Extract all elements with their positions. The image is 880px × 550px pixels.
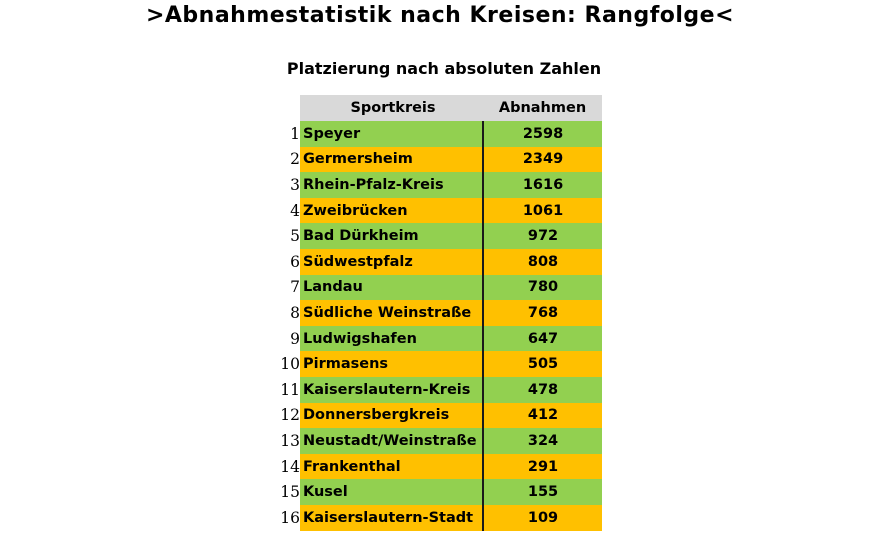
rank-cell: 4 xyxy=(278,197,300,224)
rank-cell: 13 xyxy=(278,428,300,454)
table-row: 3 Rhein-Pfalz-Kreis 1616 xyxy=(278,172,602,198)
header-sportkreis: Sportkreis xyxy=(300,95,483,121)
abnahmen-cell: 1061 xyxy=(483,197,602,224)
abnahmen-cell: 768 xyxy=(483,300,602,326)
sportkreis-cell: Neustadt/Weinstraße xyxy=(300,428,484,454)
ranking-table: Sportkreis Abnahmen 1 Speyer 2598 2 Germersh… xyxy=(278,95,602,531)
table-row: 2 Germersheim 2349 xyxy=(278,146,602,173)
sportkreis-cell: Germersheim xyxy=(300,146,484,173)
sportkreis-cell: Frankenthal xyxy=(300,453,484,480)
sportkreis-cell: Donnersbergkreis xyxy=(300,402,484,429)
header-rank-spacer xyxy=(278,95,300,121)
sportkreis-cell: Pirmasens xyxy=(300,351,484,377)
sportkreis-cell: Rhein-Pfalz-Kreis xyxy=(300,172,484,198)
rank-cell: 10 xyxy=(278,351,300,377)
sportkreis-cell: Bad Dürkheim xyxy=(300,223,484,249)
table-header-row: Sportkreis Abnahmen xyxy=(278,95,602,121)
abnahmen-cell: 2349 xyxy=(483,146,602,173)
table-subtitle: Platzierung nach absoluten Zahlen xyxy=(286,59,602,78)
abnahmen-cell: 1616 xyxy=(483,172,602,198)
table-row: 6 Südwestpfalz 808 xyxy=(278,248,602,275)
rank-cell: 16 xyxy=(278,504,300,531)
header-abnahmen: Abnahmen xyxy=(483,95,602,121)
sportkreis-cell: Südliche Weinstraße xyxy=(300,300,484,326)
sportkreis-cell: Südwestpfalz xyxy=(300,248,484,275)
abnahmen-cell: 109 xyxy=(483,504,602,531)
sportkreis-cell: Landau xyxy=(300,274,484,301)
abnahmen-cell: 647 xyxy=(483,325,602,352)
rank-cell: 6 xyxy=(278,248,300,275)
table-row: 8 Südliche Weinstraße 768 xyxy=(278,300,602,326)
rank-cell: 15 xyxy=(278,479,300,505)
rank-cell: 11 xyxy=(278,376,300,403)
table-row: 4 Zweibrücken 1061 xyxy=(278,197,602,224)
abnahmen-cell: 972 xyxy=(483,223,602,249)
table-row: 5 Bad Dürkheim 972 xyxy=(278,223,602,249)
table-row: 15 Kusel 155 xyxy=(278,479,602,505)
sportkreis-cell: Kaiserslautern-Stadt xyxy=(300,504,484,531)
table-row: 13 Neustadt/Weinstraße 324 xyxy=(278,428,602,454)
table-row: 9 Ludwigshafen 647 xyxy=(278,325,602,352)
table-row: 14 Frankenthal 291 xyxy=(278,453,602,480)
sportkreis-cell: Kusel xyxy=(300,479,484,505)
abnahmen-cell: 505 xyxy=(483,351,602,377)
sportkreis-cell: Speyer xyxy=(300,121,484,147)
table-row: 7 Landau 780 xyxy=(278,274,602,301)
abnahmen-cell: 291 xyxy=(483,453,602,480)
rank-cell: 3 xyxy=(278,172,300,198)
sportkreis-cell: Zweibrücken xyxy=(300,197,484,224)
abnahmen-cell: 2598 xyxy=(483,121,602,147)
table-body: 1 Speyer 2598 2 Germersheim 2349 3 Rhein-Pfalz-… xyxy=(278,121,602,531)
abnahmen-cell: 324 xyxy=(483,428,602,454)
abnahmen-cell: 808 xyxy=(483,248,602,275)
sportkreis-cell: Kaiserslautern-Kreis xyxy=(300,376,484,403)
rank-cell: 9 xyxy=(278,325,300,352)
rank-cell: 12 xyxy=(278,402,300,429)
ranking-table-container: Sportkreis Abnahmen 1 Speyer 2598 2 Germersh… xyxy=(278,95,602,531)
rank-cell: 5 xyxy=(278,223,300,249)
rank-cell: 8 xyxy=(278,300,300,326)
rank-cell: 14 xyxy=(278,453,300,480)
table-row: 1 Speyer 2598 xyxy=(278,121,602,147)
sportkreis-cell: Ludwigshafen xyxy=(300,325,484,352)
page-title: >Abnahmestatistik nach Kreisen: Rangfolg… xyxy=(145,3,735,28)
abnahmen-cell: 412 xyxy=(483,402,602,429)
abnahmen-cell: 155 xyxy=(483,479,602,505)
rank-cell: 1 xyxy=(278,121,300,147)
table-row: 16 Kaiserslautern-Stadt 109 xyxy=(278,504,602,531)
abnahmen-cell: 478 xyxy=(483,376,602,403)
table-row: 11 Kaiserslautern-Kreis 478 xyxy=(278,376,602,403)
table-row: 12 Donnersbergkreis 412 xyxy=(278,402,602,429)
rank-cell: 7 xyxy=(278,274,300,301)
table-row: 10 Pirmasens 505 xyxy=(278,351,602,377)
rank-cell: 2 xyxy=(278,146,300,173)
abnahmen-cell: 780 xyxy=(483,274,602,301)
